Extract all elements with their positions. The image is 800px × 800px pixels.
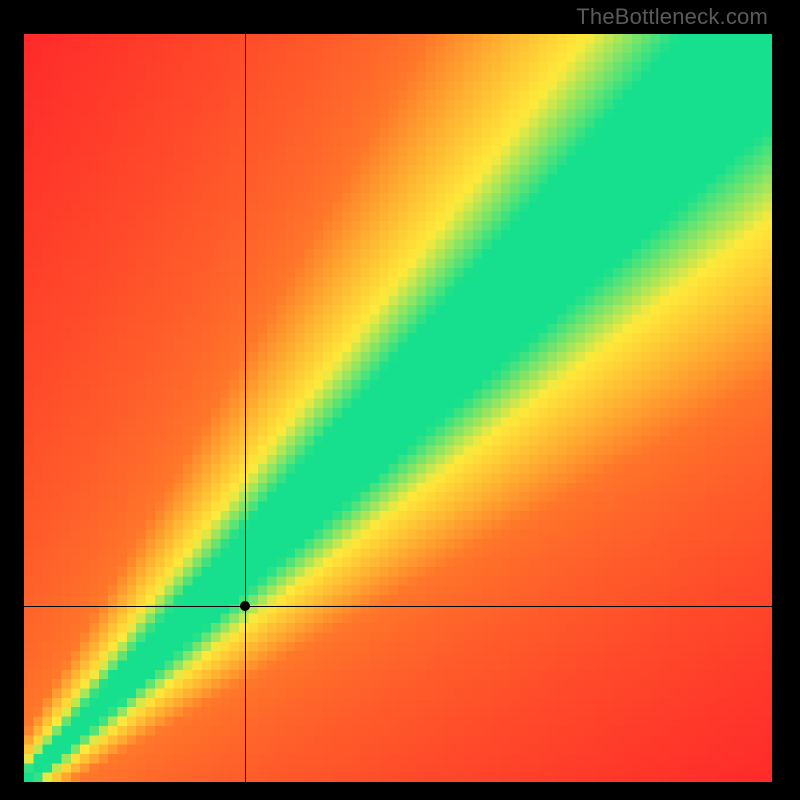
selection-marker-dot [240, 601, 250, 611]
bottleneck-heatmap-plot [24, 34, 772, 782]
crosshair-horizontal-line [24, 606, 772, 607]
watermark-text: TheBottleneck.com [576, 4, 768, 30]
crosshair-vertical-line [245, 34, 246, 782]
heatmap-canvas [24, 34, 772, 782]
